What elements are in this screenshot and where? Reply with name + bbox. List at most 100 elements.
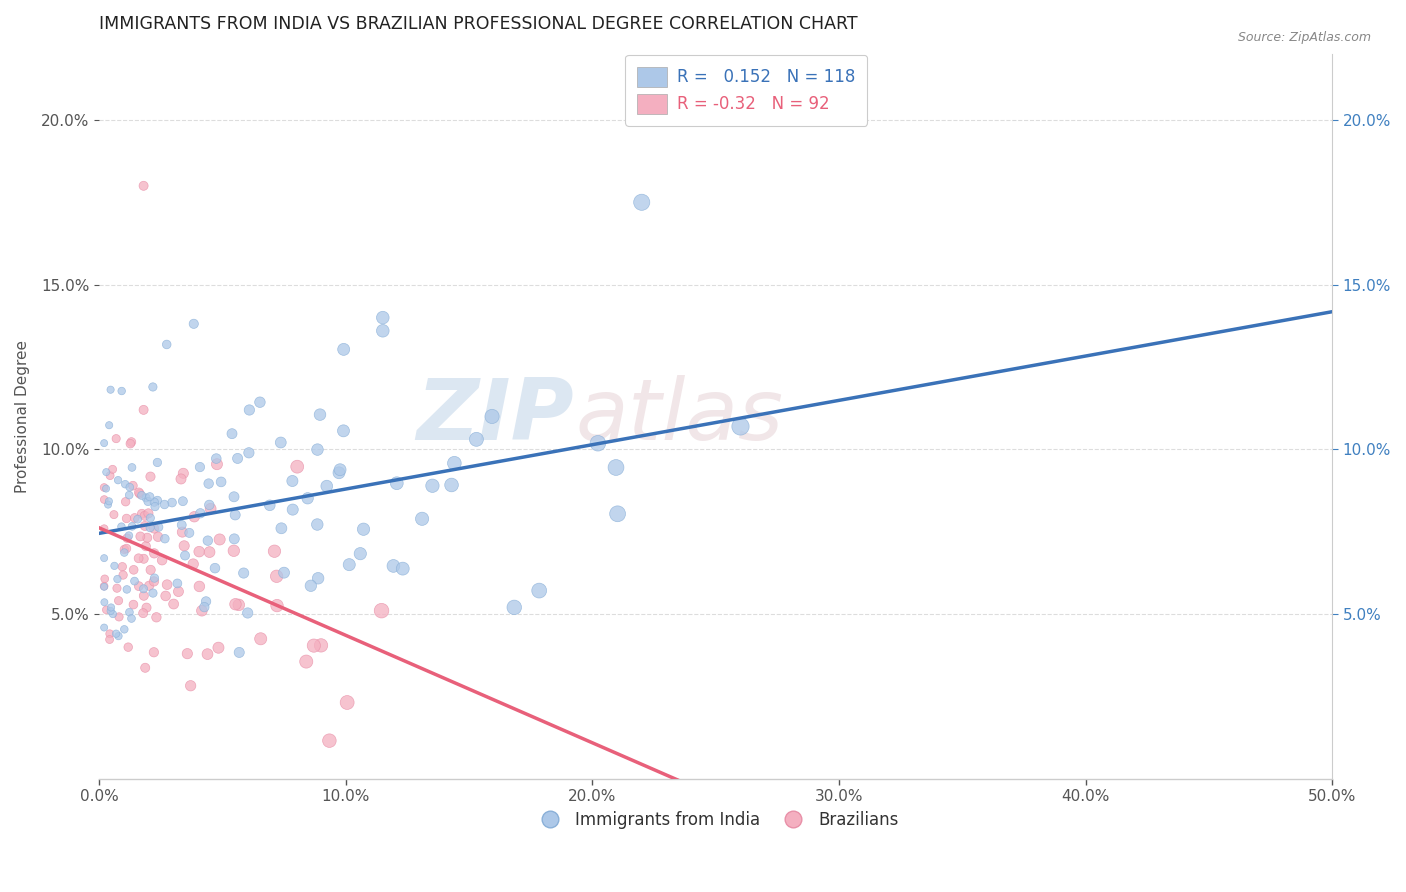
Point (353, 522, 375, 536)
Point (204, 561, 226, 575)
Point (93, 621, 115, 635)
Point (193, 600, 215, 615)
Point (259, 498, 281, 512)
Point (93, 572, 115, 586)
Point (107, 572, 129, 586)
Point (120, 434, 142, 449)
Point (112, 542, 135, 557)
Point (132, 606, 155, 620)
Point (139, 521, 162, 535)
Point (222, 490, 245, 504)
Point (103, 558, 125, 573)
Point (172, 494, 194, 508)
Text: IMMIGRANTS FROM INDIA VS BRAZILIAN PROFESSIONAL DEGREE CORRELATION CHART: IMMIGRANTS FROM INDIA VS BRAZILIAN PROFE… (100, 15, 858, 33)
Point (128, 551, 150, 566)
Point (100, 600, 122, 615)
Point (238, 403, 260, 417)
Point (98, 468, 121, 483)
Point (135, 491, 157, 505)
Point (118, 480, 141, 494)
Point (138, 579, 160, 593)
Point (131, 488, 153, 502)
Point (170, 472, 193, 486)
Point (142, 586, 165, 600)
Point (270, 435, 292, 450)
Point (134, 508, 156, 523)
Point (200, 501, 222, 516)
Point (143, 500, 166, 514)
Point (349, 547, 371, 561)
Point (124, 511, 146, 525)
Point (156, 577, 179, 591)
Point (249, 632, 271, 646)
Point (153, 498, 176, 512)
Point (128, 485, 150, 500)
Point (465, 433, 488, 447)
Point (174, 549, 197, 563)
Point (115, 541, 138, 556)
Point (100, 383, 122, 397)
Point (226, 451, 249, 466)
Point (197, 647, 219, 661)
Point (188, 579, 211, 593)
Point (98, 418, 121, 433)
Point (136, 531, 159, 545)
Point (143, 495, 166, 509)
Point (98, 627, 121, 641)
Point (297, 491, 319, 506)
Point (391, 561, 413, 575)
Point (209, 475, 232, 489)
Point (118, 605, 141, 619)
Point (117, 640, 139, 655)
Point (270, 521, 292, 535)
Point (183, 509, 205, 524)
Point (155, 589, 177, 603)
Point (118, 488, 141, 502)
Point (183, 317, 205, 331)
Point (166, 576, 188, 591)
Point (328, 466, 350, 480)
Point (263, 544, 285, 558)
Point (160, 495, 183, 509)
Point (172, 467, 194, 481)
Point (96, 465, 118, 479)
Point (120, 436, 142, 450)
Point (197, 533, 219, 548)
Point (208, 533, 231, 547)
Point (238, 446, 260, 460)
Point (337, 558, 360, 572)
Point (139, 469, 162, 483)
Point (266, 599, 288, 613)
Point (135, 600, 157, 615)
Point (191, 604, 214, 618)
Point (132, 551, 155, 566)
Point (134, 519, 156, 533)
Point (112, 545, 135, 559)
Text: Source: ZipAtlas.com: Source: ZipAtlas.com (1237, 31, 1371, 45)
Point (145, 610, 167, 624)
Point (146, 455, 169, 469)
Point (163, 597, 186, 611)
Point (93, 595, 115, 609)
Point (188, 506, 211, 520)
Point (371, 310, 394, 325)
Point (197, 476, 219, 491)
Point (112, 568, 135, 582)
Point (281, 474, 304, 488)
Point (93, 579, 115, 593)
Point (118, 529, 141, 543)
Text: ZIP: ZIP (416, 375, 574, 458)
Point (129, 529, 152, 543)
Point (527, 583, 550, 598)
Point (93, 436, 115, 450)
Point (295, 655, 318, 669)
Point (105, 581, 128, 595)
Point (139, 511, 162, 525)
Point (307, 571, 329, 585)
Point (134, 661, 156, 675)
Point (176, 647, 198, 661)
Point (93, 551, 115, 566)
Text: atlas: atlas (575, 375, 783, 458)
Point (146, 493, 169, 508)
Point (586, 436, 609, 450)
